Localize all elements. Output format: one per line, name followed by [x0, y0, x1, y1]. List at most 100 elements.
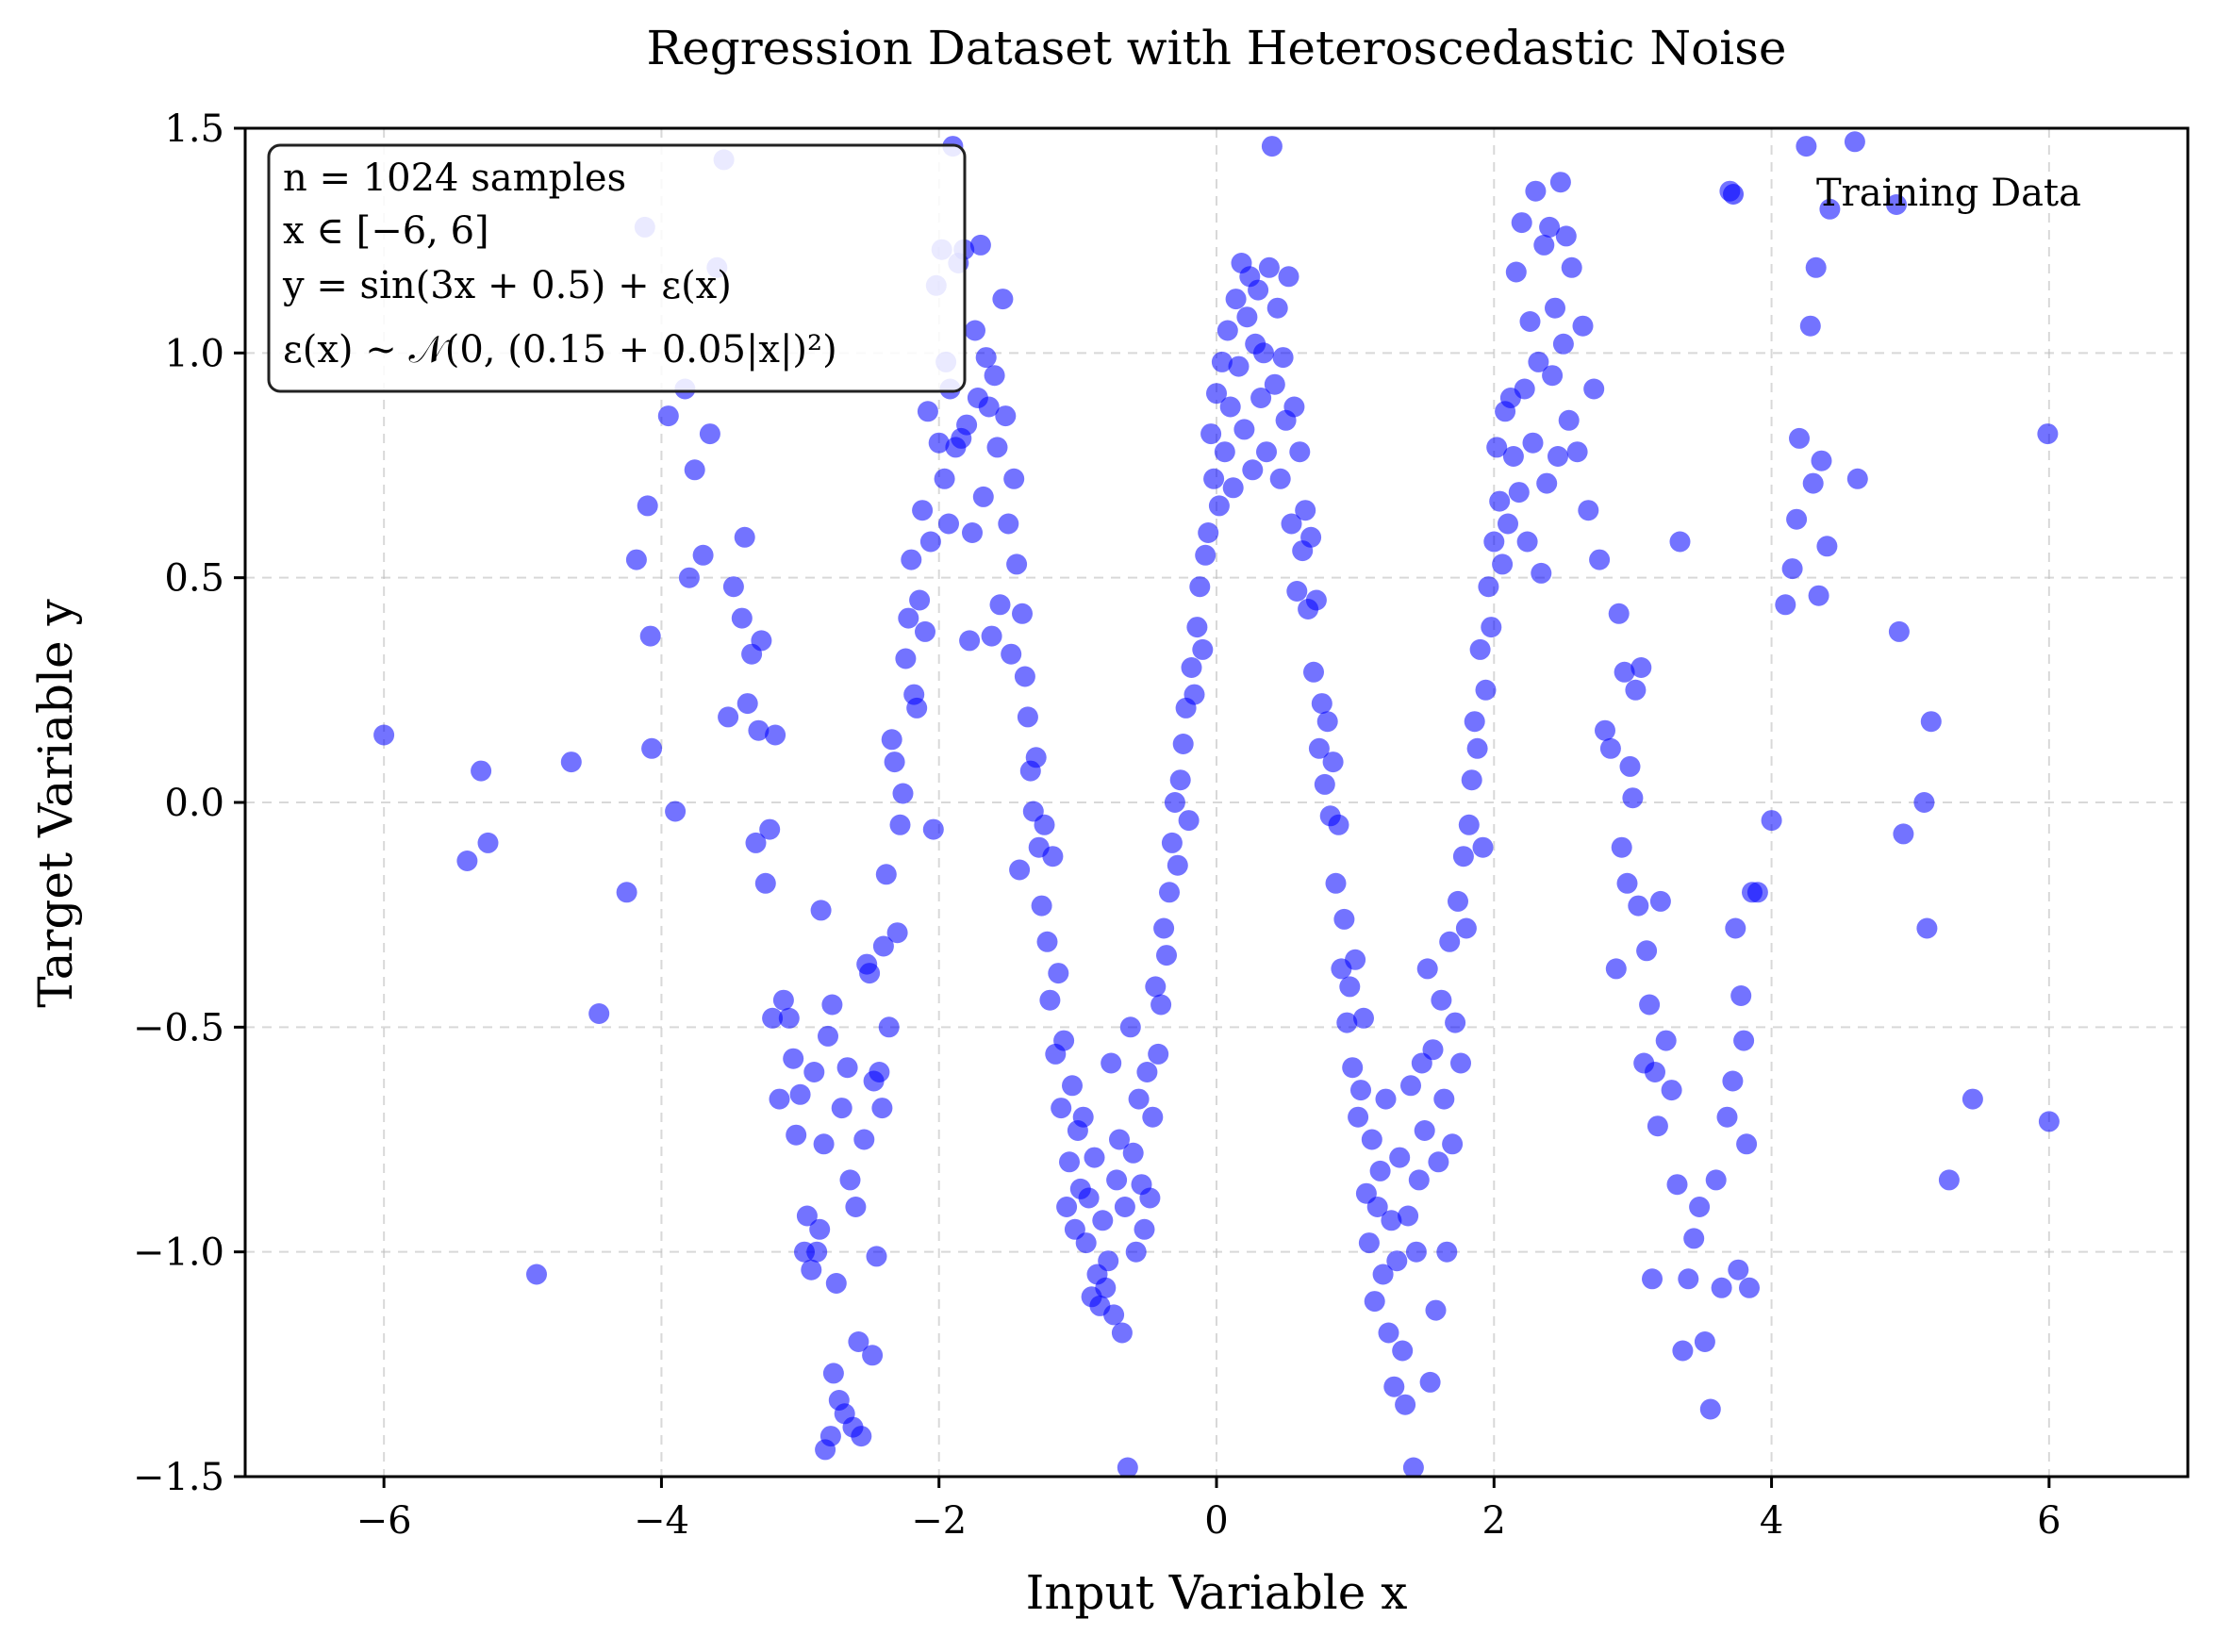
- data-point: [853, 1129, 875, 1150]
- data-point: [1136, 1062, 1158, 1082]
- data-point: [759, 818, 781, 840]
- data-point: [1452, 846, 1474, 867]
- data-point: [848, 1331, 869, 1352]
- data-point: [765, 724, 786, 746]
- x-tick-label: −4: [634, 1499, 689, 1543]
- data-point: [2037, 423, 2059, 445]
- data-point: [813, 1133, 835, 1155]
- data-point: [1625, 679, 1647, 701]
- data-point: [1253, 342, 1274, 364]
- data-point: [869, 1062, 890, 1082]
- data-point: [1728, 1259, 1749, 1280]
- data-point: [906, 697, 928, 719]
- data-point: [796, 1205, 818, 1227]
- data-point: [1938, 1169, 1960, 1191]
- x-tick-label: 4: [1760, 1499, 1783, 1543]
- data-point: [1014, 666, 1035, 687]
- data-point: [1125, 1241, 1147, 1263]
- data-point: [1802, 472, 1824, 494]
- data-point: [1548, 446, 1568, 467]
- data-point: [639, 625, 661, 647]
- data-point: [1525, 180, 1547, 202]
- data-point: [769, 1088, 790, 1110]
- data-point: [1101, 1052, 1122, 1074]
- data-point: [1051, 1098, 1072, 1119]
- data-point: [938, 513, 959, 535]
- data-point: [1250, 388, 1272, 408]
- data-point: [1381, 1210, 1402, 1231]
- data-point: [1095, 1277, 1117, 1298]
- data-point: [1308, 737, 1330, 759]
- data-point: [657, 405, 679, 427]
- data-point: [1311, 693, 1332, 715]
- data-point: [1183, 684, 1205, 705]
- data-point: [684, 459, 705, 481]
- data-point: [1458, 814, 1480, 835]
- data-point: [978, 396, 1000, 418]
- data-point: [872, 935, 894, 957]
- data-point: [1566, 441, 1588, 463]
- data-point: [981, 625, 1002, 647]
- data-point: [1369, 1160, 1391, 1181]
- data-point: [1416, 958, 1438, 980]
- data-point: [1689, 1197, 1711, 1217]
- data-point: [625, 549, 647, 570]
- data-point: [1408, 1169, 1430, 1191]
- data-point: [1350, 1080, 1371, 1101]
- legend-label: Training Data: [1816, 172, 2081, 215]
- data-point: [1159, 882, 1180, 903]
- data-point: [1314, 773, 1335, 795]
- data-point: [859, 963, 881, 984]
- data-point: [692, 544, 714, 566]
- data-point: [998, 513, 1019, 535]
- x-tick-label: 6: [2037, 1499, 2061, 1543]
- data-point: [1614, 661, 1635, 683]
- data-point: [962, 522, 983, 543]
- data-point: [992, 289, 1014, 310]
- data-point: [789, 1083, 811, 1105]
- data-point: [1531, 562, 1552, 584]
- data-point: [1705, 1169, 1727, 1191]
- data-point: [1442, 1133, 1464, 1155]
- data-point: [641, 737, 663, 759]
- data-point: [1114, 1197, 1135, 1217]
- data-point: [1345, 949, 1366, 970]
- x-tick-label: −2: [911, 1499, 967, 1543]
- info-line-1: n = 1024 samples: [283, 157, 626, 200]
- x-tick-label: 0: [1204, 1499, 1228, 1543]
- data-point: [1233, 419, 1255, 440]
- data-point: [909, 589, 931, 611]
- data-point: [1628, 895, 1649, 917]
- data-point: [912, 500, 934, 521]
- data-point: [1098, 1250, 1119, 1272]
- data-point: [1348, 1106, 1369, 1128]
- data-point: [898, 607, 919, 629]
- data-point: [1339, 976, 1361, 998]
- data-point: [1150, 994, 1172, 1016]
- data-point: [1669, 531, 1691, 553]
- data-point: [1242, 459, 1264, 481]
- data-point: [1400, 1075, 1421, 1097]
- data-point: [1392, 1340, 1414, 1362]
- data-point: [901, 549, 922, 570]
- data-point: [1486, 437, 1508, 458]
- data-point: [1281, 513, 1302, 535]
- data-point: [1402, 1457, 1424, 1479]
- data-point: [895, 648, 917, 669]
- info-line-3: y = sin(3x + 0.5) + ε(x): [282, 264, 732, 307]
- data-point: [1048, 963, 1069, 984]
- data-point: [881, 729, 902, 751]
- data-point: [1716, 1106, 1738, 1128]
- data-point: [1492, 553, 1514, 575]
- data-point: [471, 760, 492, 782]
- data-point: [456, 851, 478, 871]
- data-point: [975, 347, 997, 369]
- data-point: [1611, 836, 1632, 858]
- data-point: [809, 1218, 831, 1240]
- data-point: [1336, 1012, 1358, 1033]
- data-point: [1167, 854, 1188, 876]
- data-point: [1786, 508, 1808, 530]
- data-point: [922, 818, 944, 840]
- data-points: [373, 131, 2060, 1479]
- data-point: [1558, 409, 1580, 431]
